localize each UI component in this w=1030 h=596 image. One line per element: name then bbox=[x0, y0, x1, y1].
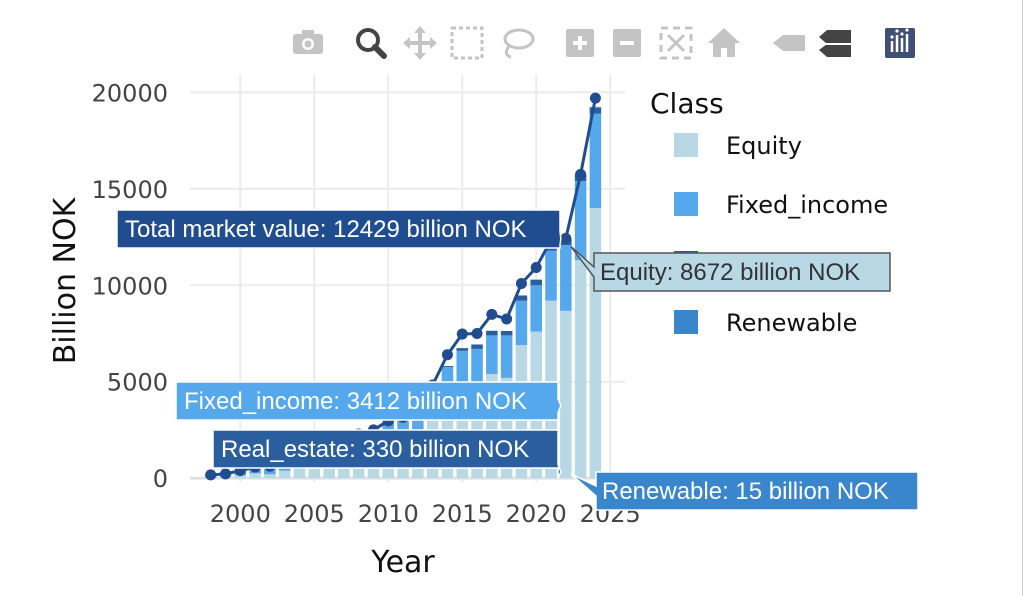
bar-segment[interactable] bbox=[249, 473, 261, 479]
total-point[interactable] bbox=[486, 308, 498, 320]
legend: ClassEquityFixed_incomeReal_estateRenewa… bbox=[650, 87, 888, 337]
x-tick-label: 2010 bbox=[358, 500, 419, 528]
bar-segment[interactable] bbox=[589, 107, 602, 114]
y-tick-label: 15000 bbox=[92, 176, 168, 204]
bar-segment[interactable] bbox=[574, 260, 587, 479]
modebar bbox=[293, 26, 915, 60]
total-point[interactable] bbox=[530, 262, 542, 274]
pan-icon[interactable] bbox=[403, 26, 437, 60]
svg-text:Renewable: 15 billion NOK: Renewable: 15 billion NOK bbox=[602, 478, 889, 505]
x-axis-title: Year bbox=[370, 545, 435, 580]
bar-segment[interactable] bbox=[574, 181, 587, 261]
total-point[interactable] bbox=[589, 92, 601, 104]
bar-segment[interactable] bbox=[589, 113, 602, 209]
zoom-icon[interactable] bbox=[356, 28, 387, 59]
reset-axes-icon[interactable] bbox=[708, 28, 740, 57]
bar-segment[interactable] bbox=[308, 464, 321, 479]
bar-segment[interactable] bbox=[323, 460, 335, 479]
autoscale-icon[interactable] bbox=[659, 26, 693, 60]
hover-labels: Total market value: 12429 billion NOK Equ… bbox=[116, 209, 919, 511]
svg-text:Fixed_income: 3412 billion NOK: Fixed_income: 3412 billion NOK bbox=[184, 388, 527, 415]
x-tick-label: 2000 bbox=[210, 500, 271, 528]
total-point[interactable] bbox=[220, 468, 232, 480]
legend-title: Class bbox=[650, 87, 724, 120]
total-point[interactable] bbox=[515, 278, 527, 290]
total-point[interactable] bbox=[501, 313, 513, 325]
bar-segment[interactable] bbox=[234, 475, 247, 479]
hover-label-total: Total market value: 12429 billion NOK bbox=[116, 209, 562, 249]
box-select-icon[interactable] bbox=[450, 26, 484, 60]
bar-segment[interactable] bbox=[456, 348, 469, 351]
y-tick-label: 10000 bbox=[92, 272, 168, 300]
legend-item-label[interactable]: Equity bbox=[726, 132, 802, 160]
hover-label-fixed: Fixed_income: 3412 billion NOK bbox=[175, 381, 562, 421]
plotly-logo-icon[interactable] bbox=[885, 28, 915, 58]
x-tick-label: 2015 bbox=[432, 500, 493, 528]
x-axis: 2000 2005 2010 2015 2020 2025 bbox=[210, 500, 641, 528]
hover-label-real: Real_estate: 330 billion NOK bbox=[212, 429, 562, 480]
bar-segment[interactable] bbox=[486, 330, 498, 336]
hover-label-equity: Equity: 8672 billion NOK bbox=[570, 245, 891, 292]
bar-segment[interactable] bbox=[264, 474, 276, 479]
bar-segment[interactable] bbox=[293, 468, 306, 479]
y-tick-label: 20000 bbox=[92, 79, 168, 107]
y-tick-label: 0 bbox=[153, 465, 168, 493]
y-tick-label: 5000 bbox=[107, 369, 168, 397]
bar-segment[interactable] bbox=[545, 250, 557, 301]
svg-text:Total market value: 12429 bill: Total market value: 12429 billion NOK bbox=[125, 216, 527, 243]
bar-segment[interactable] bbox=[486, 335, 498, 374]
bar-segment[interactable] bbox=[441, 366, 454, 368]
bar-segment[interactable] bbox=[560, 310, 572, 479]
zoom-in-icon[interactable] bbox=[566, 29, 594, 57]
bar-segment[interactable] bbox=[486, 373, 498, 479]
bar-segment[interactable] bbox=[278, 470, 291, 479]
bar-segment[interactable] bbox=[589, 106, 602, 108]
x-tick-label: 2020 bbox=[506, 500, 567, 528]
bar-segment[interactable] bbox=[500, 330, 513, 336]
total-point[interactable] bbox=[575, 168, 587, 180]
spike-lines-icon[interactable] bbox=[773, 35, 805, 51]
compare-hover-icon[interactable] bbox=[819, 30, 851, 57]
window-edge bbox=[1022, 0, 1030, 596]
y-axis-title: Billion NOK bbox=[48, 196, 83, 364]
x-tick-label: 2005 bbox=[284, 500, 345, 528]
total-point[interactable] bbox=[441, 349, 453, 361]
total-point[interactable] bbox=[456, 328, 468, 340]
svg-text:Equity: 8672 billion NOK: Equity: 8672 billion NOK bbox=[600, 259, 860, 286]
bar-segment[interactable] bbox=[589, 208, 602, 479]
bar-segment[interactable] bbox=[515, 295, 528, 301]
y-axis: 0 5000 10000 15000 20000 bbox=[92, 79, 168, 493]
bar-segment[interactable] bbox=[515, 300, 528, 346]
bar-segment[interactable] bbox=[500, 335, 513, 378]
total-point[interactable] bbox=[471, 327, 483, 339]
bar-segment[interactable] bbox=[530, 285, 542, 332]
bar-segment[interactable] bbox=[456, 350, 469, 390]
hover-label-renew: Renewable: 15 billion NOK bbox=[570, 471, 919, 511]
bar-segment[interactable] bbox=[560, 245, 572, 311]
legend-item-label[interactable]: Fixed_income bbox=[726, 191, 888, 219]
total-point[interactable] bbox=[560, 232, 572, 244]
bar-segment[interactable] bbox=[530, 279, 542, 286]
bar-segment[interactable] bbox=[471, 344, 483, 349]
camera-icon[interactable] bbox=[293, 30, 323, 54]
legend-swatch[interactable] bbox=[674, 310, 698, 334]
legend-item-label[interactable]: Renewable bbox=[726, 309, 857, 337]
lasso-select-icon[interactable] bbox=[503, 28, 535, 59]
bar-segment[interactable] bbox=[471, 348, 483, 388]
total-point[interactable] bbox=[205, 469, 217, 481]
bar-segment[interactable] bbox=[500, 377, 513, 479]
legend-swatch[interactable] bbox=[674, 133, 698, 157]
bar-segment[interactable] bbox=[412, 407, 424, 434]
zoom-out-icon[interactable] bbox=[613, 29, 641, 57]
legend-swatch[interactable] bbox=[674, 192, 698, 216]
svg-text:Real_estate: 330 billion NOK: Real_estate: 330 billion NOK bbox=[221, 436, 529, 463]
